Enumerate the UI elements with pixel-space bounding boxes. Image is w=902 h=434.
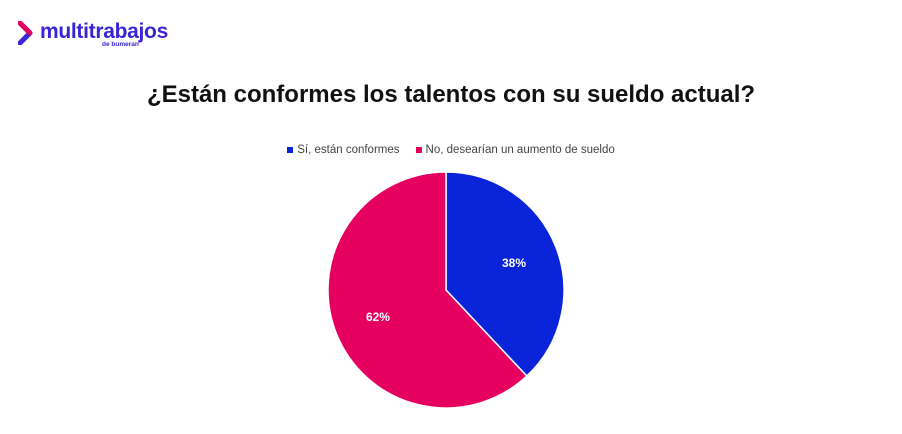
legend-item-no: No, desearían un aumento de sueldo (415, 144, 615, 156)
logo-subtitle: de bumeran (102, 41, 139, 48)
logo-brand: multitrabajos (40, 20, 168, 43)
data-label-yes: 38% (502, 256, 526, 270)
chart-title: ¿Están conformes los talentos con su sue… (146, 81, 756, 108)
legend-label-yes: Sí, están conformes (297, 144, 400, 156)
legend-swatch-no (415, 147, 422, 153)
logo-arrow-icon (18, 21, 33, 45)
pie-slice-no (327, 171, 528, 409)
legend-label-no: No, desearían un aumento de sueldo (425, 144, 615, 156)
chart-legend: Sí, están conformes No, desearían un aum… (0, 144, 902, 156)
multitrabajos-logo: multitrabajos de bumeran (18, 18, 188, 58)
data-label-no: 62% (366, 310, 390, 324)
legend-swatch-yes (287, 147, 294, 153)
pie-slice-yes (445, 171, 565, 378)
legend-item-yes: Sí, están conformes (287, 144, 400, 156)
